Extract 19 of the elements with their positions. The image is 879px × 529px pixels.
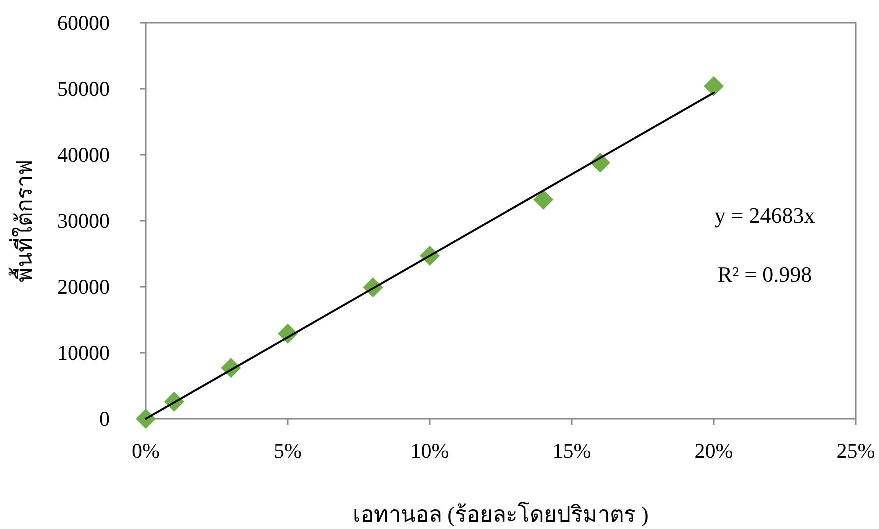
xtick: 0% xyxy=(132,439,160,463)
ytick: 40000 xyxy=(58,143,110,167)
xlabel: เอทานอล (ร้อยละโดยปริมาตร ) xyxy=(353,502,649,527)
ytick: 10000 xyxy=(58,341,110,365)
ytick: 30000 xyxy=(58,209,110,233)
annotation: R² = 0.998 xyxy=(718,262,812,287)
xtick: 25% xyxy=(836,439,876,463)
ytick: 60000 xyxy=(58,11,110,35)
point xyxy=(136,409,156,429)
point xyxy=(704,76,724,96)
ytick: 50000 xyxy=(58,77,110,101)
xtick: 10% xyxy=(410,439,450,463)
ytick: 20000 xyxy=(58,275,110,299)
xtick: 15% xyxy=(552,439,592,463)
annotation: y = 24683x xyxy=(714,203,816,228)
point xyxy=(534,190,554,210)
ytick: 0 xyxy=(100,407,110,431)
xtick: 5% xyxy=(274,439,302,463)
xtick: 20% xyxy=(694,439,734,463)
